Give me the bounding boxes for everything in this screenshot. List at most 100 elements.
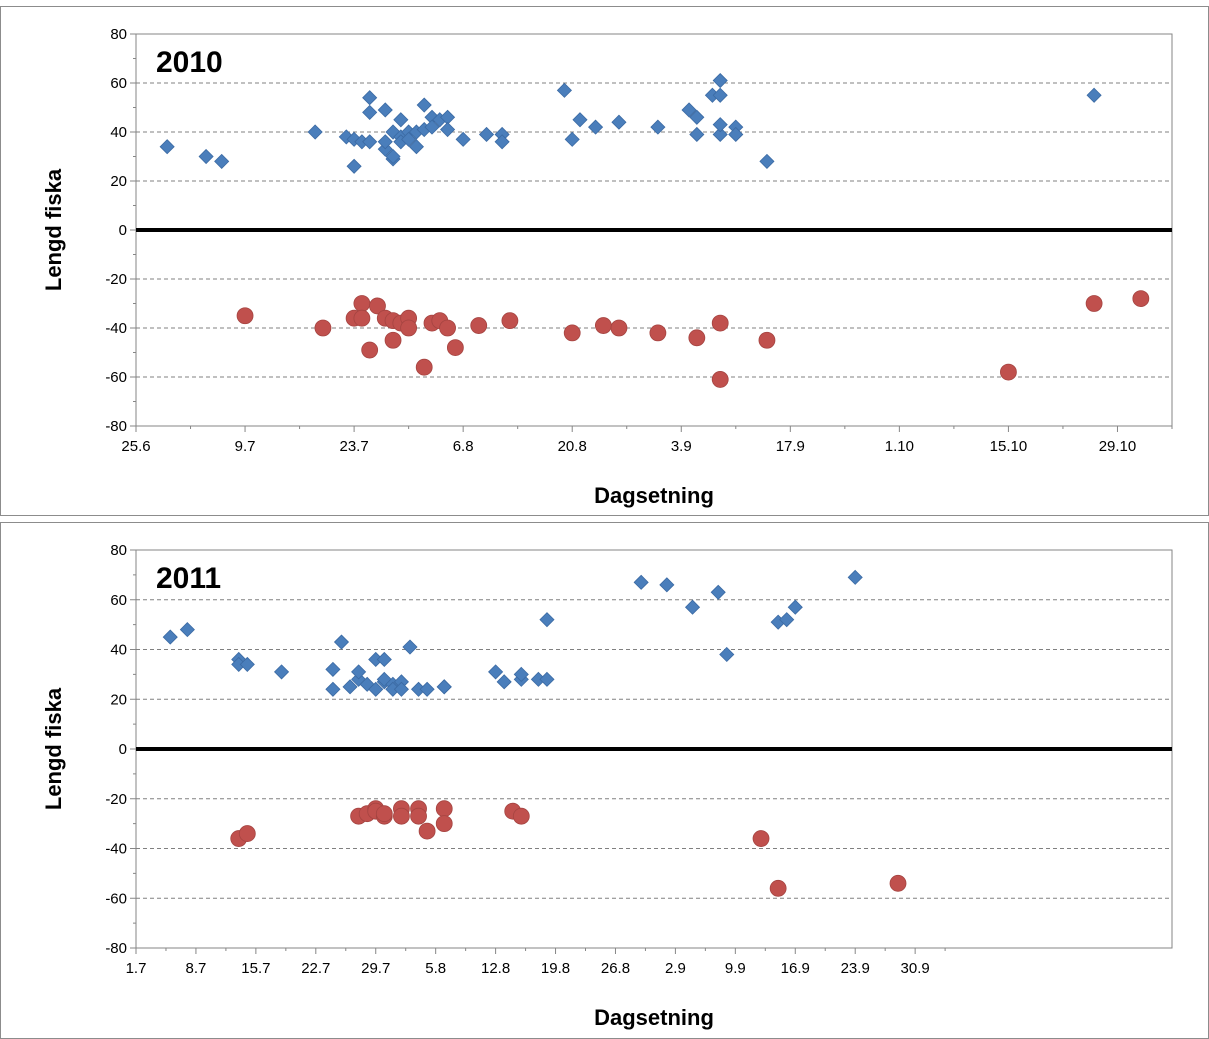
data-point-diamond [214,153,230,169]
year-label: 2010 [156,46,223,79]
data-point-diamond [712,117,728,133]
x-axis-title: Dagsetning [594,483,714,508]
x-tick-label: 8.7 [186,960,207,977]
data-point-circle [236,307,254,325]
y-tick-label: 20 [110,173,127,190]
data-point-diamond [712,87,728,103]
data-point-diamond [179,622,195,638]
data-point-diamond [539,671,555,687]
data-point-diamond [376,651,392,668]
data-point-diamond [633,574,649,590]
data-point-diamond [333,634,350,650]
y-tick-label: 0 [119,741,127,758]
data-point-diamond [198,148,214,165]
data-point-diamond [342,679,358,695]
data-point-diamond [401,131,417,147]
data-point-circle [711,314,729,332]
data-point-circle [752,830,770,847]
data-point-diamond [159,139,175,155]
data-point-diamond [402,639,418,655]
x-tick-label: 15.10 [990,438,1028,455]
x-tick-label: 22.7 [301,960,330,977]
y-tick-label: -80 [105,418,127,435]
data-point-diamond [419,681,435,697]
data-point-diamond [362,90,378,106]
x-tick-label: 1.10 [885,438,914,455]
y-tick-label: 60 [110,75,127,92]
y-axis-title: Lengd fiska [41,687,66,810]
data-point-diamond [478,126,495,143]
data-point-diamond [684,599,701,615]
data-point-diamond [759,153,775,169]
data-point-diamond [408,139,424,155]
data-point-diamond [239,656,255,672]
x-tick-label: 20.8 [558,438,587,455]
x-tick-label: 29.7 [361,960,390,977]
data-point-diamond [436,679,452,695]
x-tick-label: 19.8 [541,960,570,977]
data-point-circle [384,331,402,349]
y-tick-label: -20 [105,271,127,288]
data-point-circle [563,324,581,342]
data-point-circle [889,874,907,892]
data-point-diamond [710,584,726,600]
y-tick-label: -80 [105,940,127,957]
data-point-diamond [847,569,863,585]
data-point-diamond [564,131,580,147]
data-point-diamond [393,681,409,697]
data-point-diamond [440,121,456,138]
data-point-diamond [588,119,604,135]
data-point-diamond [377,102,393,118]
scatter-chart-2011: 80 60 40 20 0 -20 -40 -60 -80 1.7 8.7 15.7 22.7 29.7 5… [41,542,1173,1030]
data-point-circle [314,319,332,337]
x-tick-label: 15.7 [241,960,270,977]
x-tick-label: 5.8 [425,960,446,977]
x-tick-label: 25.6 [121,438,150,455]
data-point-circle [400,319,418,337]
data-point-diamond [351,664,367,680]
data-point-diamond [513,666,529,682]
data-point-diamond [307,124,323,140]
x-tick-label: 9.7 [235,438,256,455]
x-tick-label: 29.10 [1099,438,1137,455]
data-point-diamond [488,664,504,680]
data-point-circle [375,805,393,823]
data-point-diamond [572,112,588,128]
scatter-chart-2010: 80 60 40 20 0 -20 -40 -60 -80 25.6 9.7 23.7 6.8 20.8 3… [41,26,1173,508]
data-point-diamond [325,661,341,677]
x-tick-label: 1.7 [126,960,147,977]
data-point-circle [353,295,371,312]
y-tick-label: -40 [105,320,127,337]
data-point-circle [393,807,410,825]
data-point-diamond [368,681,384,697]
y-axis-title: Lengd fiska [41,168,66,291]
data-point-diamond [556,82,572,98]
y-tick-label: 40 [110,124,127,141]
data-point-diamond [712,72,728,89]
data-point-diamond [494,134,510,150]
x-tick-label: 23.7 [340,438,369,455]
data-point-circle [688,329,706,347]
data-point-diamond [424,119,440,135]
data-point-circle [439,319,456,337]
data-point-diamond [416,97,432,113]
y-tick-label: 80 [110,26,127,43]
x-tick-label: 17.9 [776,438,805,455]
y-tick-label: -40 [105,841,127,858]
data-point-diamond [362,104,378,120]
data-point-circle [418,822,436,840]
data-point-circle [1132,290,1150,308]
x-tick-label: 26.8 [601,960,630,977]
y-tick-label: 60 [110,592,127,609]
data-point-circle [415,358,433,376]
data-point-diamond [325,681,341,697]
data-point-circle [649,324,667,342]
y-tick-label: 40 [110,642,127,659]
x-tick-label: 2.9 [665,960,686,977]
data-point-diamond [712,126,728,143]
data-point-circle [594,317,612,334]
y-tick-label: -60 [105,890,127,907]
data-point-diamond [650,119,666,135]
data-point-diamond [611,114,627,130]
x-tick-label: 9.9 [725,960,746,977]
